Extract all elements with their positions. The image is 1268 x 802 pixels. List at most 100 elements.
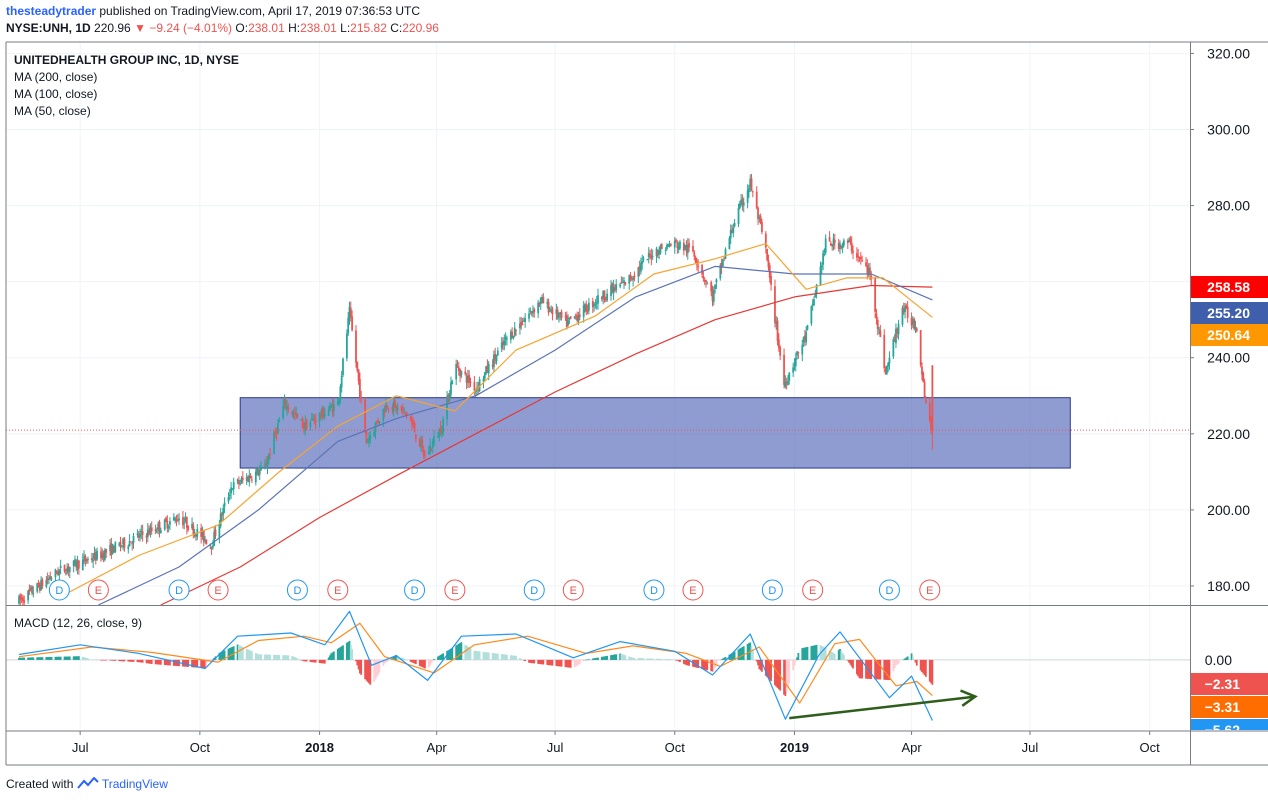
candle-body [248, 475, 251, 483]
dividend-marker[interactable]: D [404, 579, 426, 601]
candle-body [411, 419, 413, 424]
candle-body [456, 366, 459, 368]
candle-body [711, 291, 714, 301]
candle-body [85, 559, 88, 562]
candle-body [852, 250, 854, 253]
candle-body [784, 381, 787, 387]
macd-histogram-bar [595, 657, 598, 660]
candle-body [806, 325, 809, 330]
macd-histogram-bar [509, 655, 512, 660]
candle-body [167, 526, 170, 528]
macd-histogram-bar [29, 657, 32, 660]
marker-label: D [530, 585, 538, 597]
ma100-legend[interactable]: MA (100, close) [14, 87, 98, 101]
macd-pane [6, 610, 1190, 721]
ma200-legend[interactable]: MA (200, close) [14, 70, 98, 84]
candle-body [287, 407, 290, 411]
dividend-marker[interactable]: D [878, 579, 900, 601]
marker-label: E [334, 585, 341, 597]
macd-histogram-bar [524, 659, 527, 662]
macd-histogram-bar [356, 659, 359, 666]
candle-body [841, 244, 844, 249]
macd-histogram-bar [67, 656, 70, 660]
candle-body [814, 293, 817, 298]
candle-body [632, 277, 635, 280]
dividend-marker[interactable]: D [48, 579, 70, 601]
macd-histogram-bar [373, 659, 376, 682]
dividend-marker[interactable]: D [761, 579, 783, 601]
macd-histogram-bar [866, 659, 869, 679]
dividend-marker[interactable]: D [286, 579, 308, 601]
candle-body [884, 369, 887, 374]
candle-body [913, 318, 916, 329]
macd-histogram-bar [542, 659, 545, 665]
macd-histogram-bar [793, 659, 796, 666]
dividend-marker[interactable]: D [643, 579, 665, 601]
earnings-marker[interactable]: E [802, 579, 824, 601]
candle-body [90, 557, 93, 560]
candle-body [405, 412, 408, 416]
earnings-marker[interactable]: E [87, 579, 109, 601]
macd-histogram-bar [323, 659, 326, 664]
macd-histogram-bar [724, 656, 727, 660]
dividend-marker[interactable]: D [523, 579, 545, 601]
macd-histogram-bar [601, 656, 603, 660]
earnings-marker[interactable]: E [919, 579, 941, 601]
marker-label: E [95, 585, 102, 597]
candle-body [157, 523, 160, 530]
ma50-legend[interactable]: MA (50, close) [14, 104, 91, 118]
candle-body [105, 549, 108, 553]
candle-body [714, 284, 716, 289]
macd-histogram-bar [619, 653, 622, 660]
macd-histogram-bar [357, 659, 360, 670]
candle-body [555, 309, 558, 314]
macd-histogram-bar [312, 659, 314, 663]
marker-circle [919, 579, 941, 601]
tradingview-brand[interactable]: TradingView [101, 777, 168, 791]
macd-histogram-bar [119, 659, 122, 662]
candle-body [440, 431, 443, 434]
candle-body [366, 441, 369, 444]
macd-histogram-bar [593, 658, 595, 660]
y-tick-label: 200.00 [1207, 502, 1250, 518]
candle-body [100, 551, 102, 559]
candle-body [774, 286, 776, 323]
candle-body [777, 339, 780, 349]
macd-histogram-bar [833, 653, 836, 660]
macd-histogram-bar [755, 659, 758, 662]
candle-body [119, 541, 122, 547]
macd-histogram-bar [64, 656, 67, 660]
macd-histogram-bar [673, 659, 676, 661]
macd-histogram-bar [87, 658, 89, 660]
candle-body [413, 423, 416, 433]
candle-body [511, 331, 514, 339]
earnings-marker[interactable]: E [207, 579, 229, 601]
macd-histogram-bar [465, 645, 468, 660]
candle-body [382, 408, 385, 421]
candle-body [668, 244, 671, 247]
earnings-marker[interactable]: E [327, 579, 349, 601]
candle-body [712, 289, 715, 302]
earnings-marker[interactable]: E [562, 579, 584, 601]
username[interactable]: thesteadytrader [6, 4, 97, 18]
macd-histogram-bar [538, 659, 541, 665]
macd-legend[interactable]: MACD (12, 26, close, 9) [14, 616, 143, 630]
candle-body [92, 559, 95, 562]
earnings-marker[interactable]: E [682, 579, 704, 601]
candle-body [269, 453, 272, 455]
axes[interactable]: Jul Oct 2018 Apr Jul Oct 2019 Apr Jul Oct 180.00 20… [5, 41, 1268, 766]
earnings-marker[interactable]: E [444, 579, 466, 601]
candle-body [843, 240, 845, 246]
macd-histogram-bar [806, 646, 809, 660]
candle-body [245, 477, 248, 481]
candle-body [770, 276, 772, 285]
dividend-marker[interactable]: D [168, 579, 190, 601]
candle-body [846, 240, 849, 244]
candles [18, 173, 934, 607]
macd-histogram-bar [113, 659, 115, 661]
macd-histogram-bar [852, 659, 854, 669]
candle-body [401, 408, 404, 411]
candle-body [132, 535, 135, 543]
